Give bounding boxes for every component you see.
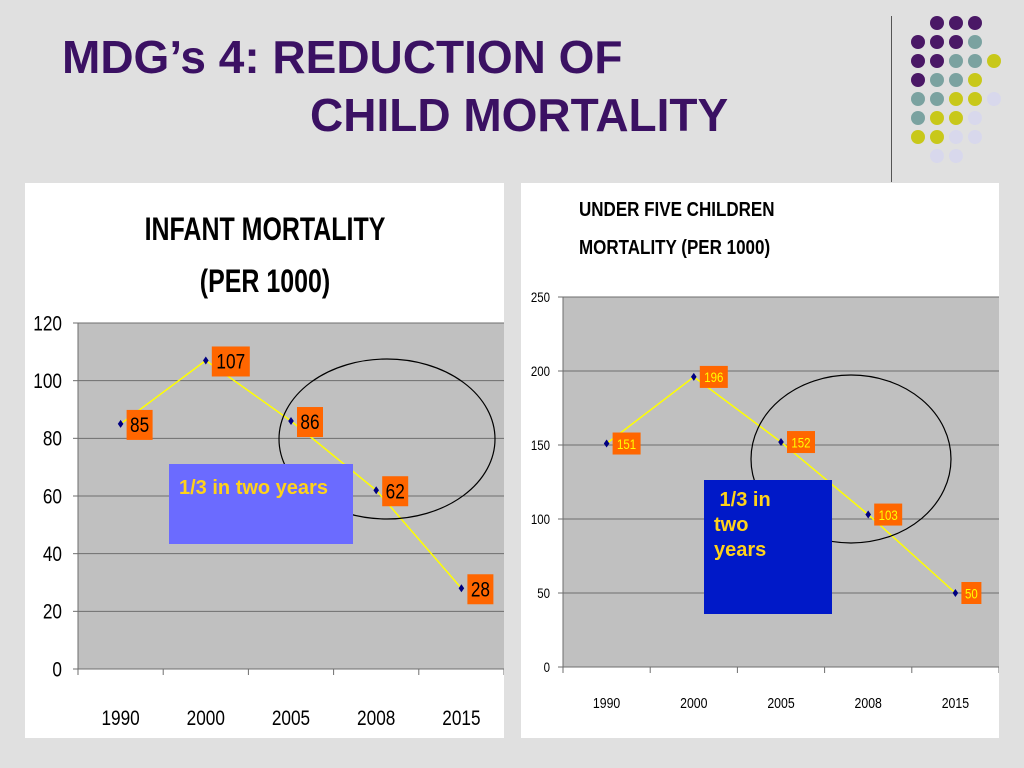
- callout-box: 1/3 in two years: [169, 464, 353, 544]
- data-point: [865, 510, 871, 519]
- decorative-dot: [911, 73, 925, 87]
- chart-title: UNDER FIVE CHILDREN MORTALITY (PER 1000): [579, 199, 775, 259]
- decorative-dot: [949, 73, 963, 87]
- decorative-dot: [911, 111, 925, 125]
- infant-mortality-plot: 0 20 40 60 80 100 120 1990 2000 2005 2008 2015 85 107…: [33, 313, 504, 731]
- decorative-dot: [911, 54, 925, 68]
- decorative-dot: [930, 130, 944, 144]
- y-tick-label: 0: [52, 659, 62, 682]
- decorative-dot: [968, 16, 982, 30]
- y-tick-label: 120: [33, 313, 62, 336]
- x-tick-label: 1990: [101, 708, 139, 731]
- decorative-dot: [911, 92, 925, 106]
- x-tick-label: 2000: [680, 695, 708, 711]
- data-label: 152: [791, 434, 810, 450]
- data-label: 62: [386, 481, 405, 504]
- data-point: [288, 417, 294, 426]
- decorative-dot: [987, 54, 1001, 68]
- data-label: 50: [965, 585, 978, 601]
- data-label-box: [961, 582, 982, 604]
- decorative-dot: [911, 35, 925, 49]
- decorative-dot: [949, 111, 963, 125]
- data-label-box: [874, 503, 903, 526]
- data-point: [952, 589, 959, 597]
- decorative-dot: [949, 92, 963, 106]
- data-label-box: [382, 476, 409, 507]
- infant-mortality-chart: 0 20 40 60 80 100 120 1990 2000 2005 2008 2015 85 107…: [25, 183, 504, 738]
- data-label: 85: [130, 415, 149, 438]
- decorative-dot: [968, 111, 982, 125]
- y-tick-label: 100: [531, 511, 550, 527]
- data-point: [203, 356, 209, 365]
- decorative-dot: [949, 54, 963, 68]
- x-tick-label: 2005: [767, 695, 795, 711]
- x-tick-label: 2008: [357, 708, 395, 731]
- slide-title-line2: CHILD MORTALITY: [310, 89, 729, 141]
- data-label: 151: [617, 436, 636, 452]
- data-label-box: [612, 432, 641, 455]
- data-label: 196: [704, 369, 723, 385]
- data-label-box: [297, 407, 323, 438]
- decorative-dot: [968, 92, 982, 106]
- y-tick-label: 0: [544, 659, 550, 675]
- data-point: [691, 372, 697, 381]
- highlight-ellipse: [750, 374, 952, 544]
- decorative-dot: [930, 16, 944, 30]
- data-label-box: [211, 346, 250, 377]
- x-tick-label: 2008: [855, 695, 883, 711]
- data-label-box: [787, 431, 815, 454]
- data-label: 107: [216, 351, 245, 374]
- decorative-dot: [968, 35, 982, 49]
- y-tick-label: 20: [43, 601, 62, 624]
- x-tick-label: 1990: [593, 695, 621, 711]
- y-tick-label: 60: [43, 486, 62, 509]
- decorative-dot: [930, 54, 944, 68]
- chart-title: INFANT MORTALITY (PER 1000): [144, 211, 386, 299]
- y-tick-label: 40: [43, 544, 62, 567]
- decorative-dot: [930, 92, 944, 106]
- decorative-dot: [930, 149, 944, 163]
- callout-box: 1/3 in two years: [704, 480, 832, 614]
- x-tick-label: 2015: [442, 708, 480, 731]
- data-label: 86: [300, 412, 319, 435]
- decorative-dot: [930, 73, 944, 87]
- data-label: 28: [471, 579, 490, 602]
- decorative-dot: [911, 130, 925, 144]
- slide-title-line1: MDG’s 4: REDUCTION OF: [62, 31, 623, 83]
- y-tick-label: 200: [531, 363, 550, 379]
- decorative-dot-grid: [911, 16, 1001, 163]
- decorative-dot: [968, 73, 982, 87]
- y-tick-label: 50: [537, 585, 550, 601]
- slide-title: MDG’s 4: REDUCTION OF CHILD MORTALITY: [62, 28, 882, 144]
- decorative-dot: [968, 130, 982, 144]
- decorative-dot: [968, 54, 982, 68]
- y-tick-label: 150: [531, 437, 550, 453]
- data-point: [373, 486, 379, 495]
- y-tick-label: 250: [531, 289, 550, 305]
- data-point: [458, 584, 465, 593]
- x-tick-label: 2005: [272, 708, 310, 731]
- x-tick-label: 2015: [942, 695, 970, 711]
- data-label-box: [699, 365, 728, 388]
- data-point: [117, 419, 124, 428]
- decorative-dot: [949, 16, 963, 30]
- data-label-box: [467, 574, 494, 605]
- decorative-dot: [987, 92, 1001, 106]
- data-label-box: [126, 409, 153, 440]
- decorative-dot: [930, 35, 944, 49]
- under-five-mortality-chart: 0 50 100 150 200 250 1990 2000 2005 2008 2015 151 19…: [521, 183, 999, 738]
- x-tick-label: 2000: [187, 708, 225, 731]
- data-label: 103: [879, 507, 898, 523]
- decorative-dot: [930, 111, 944, 125]
- decorative-dot: [949, 130, 963, 144]
- highlight-ellipse: [278, 358, 496, 520]
- y-tick-label: 80: [43, 428, 62, 451]
- divider-line: [891, 16, 892, 182]
- data-point: [603, 439, 610, 448]
- y-tick-label: 100: [33, 371, 62, 394]
- decorative-dot: [949, 35, 963, 49]
- decorative-dot: [949, 149, 963, 163]
